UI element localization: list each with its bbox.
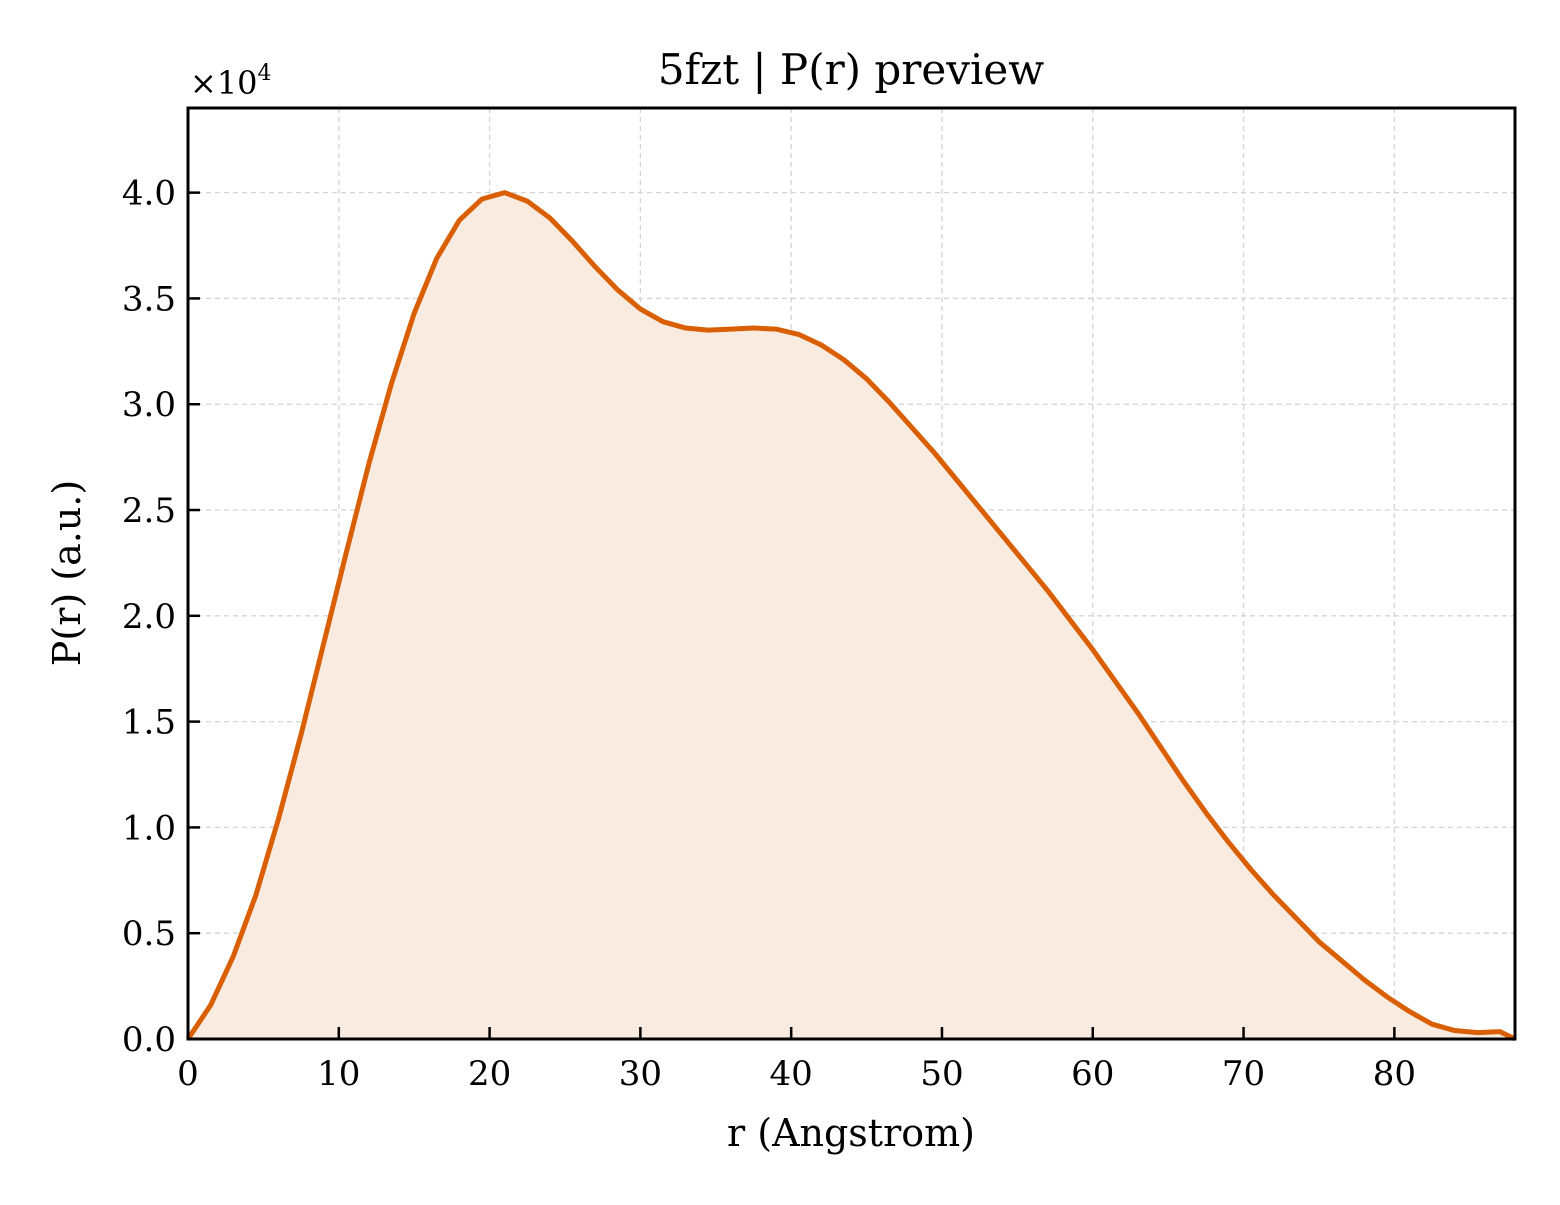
chart-title: 5fzt | P(r) preview [658, 45, 1044, 94]
y-axis-multiplier: ×104 [190, 61, 272, 102]
y-axis-label: P(r) (a.u.) [45, 480, 89, 666]
x-tick-label: 10 [317, 1054, 360, 1094]
y-tick-label: 0.0 [122, 1020, 176, 1060]
area-fill [188, 192, 1515, 1039]
x-tick-label: 80 [1373, 1054, 1416, 1094]
y-tick-label: 2.5 [122, 491, 176, 531]
y-tick-label: 4.0 [122, 174, 176, 214]
x-tick-label: 60 [1071, 1054, 1114, 1094]
y-tick-label: 3.5 [122, 279, 176, 319]
x-tick-label: 70 [1222, 1054, 1265, 1094]
x-axis: 0 10 20 30 40 50 60 70 80 [177, 1027, 1416, 1094]
y-tick-label: 3.0 [122, 385, 176, 425]
x-tick-label: 30 [619, 1054, 662, 1094]
series-line [185, 190, 1517, 1042]
x-tick-label: 50 [920, 1054, 963, 1094]
plot-frame [186, 106, 1517, 1041]
y-tick-label: 1.0 [122, 808, 176, 848]
x-tick-label: 20 [468, 1054, 511, 1094]
y-axis-multiplier-exponent: 4 [258, 61, 272, 86]
x-tick-label: 0 [177, 1054, 199, 1094]
y-tick-label: 0.5 [122, 914, 176, 954]
x-axis-label: r (Angstrom) [727, 1111, 975, 1155]
y-axis: 0.0 0.5 1.0 1.5 2.0 2.5 3.0 3.5 4.0 [122, 174, 200, 1060]
y-tick-label: 2.0 [122, 597, 176, 637]
y-tick-label: 1.5 [122, 703, 176, 743]
y-axis-multiplier-base: ×10 [190, 64, 258, 102]
x-tick-label: 40 [770, 1054, 813, 1094]
